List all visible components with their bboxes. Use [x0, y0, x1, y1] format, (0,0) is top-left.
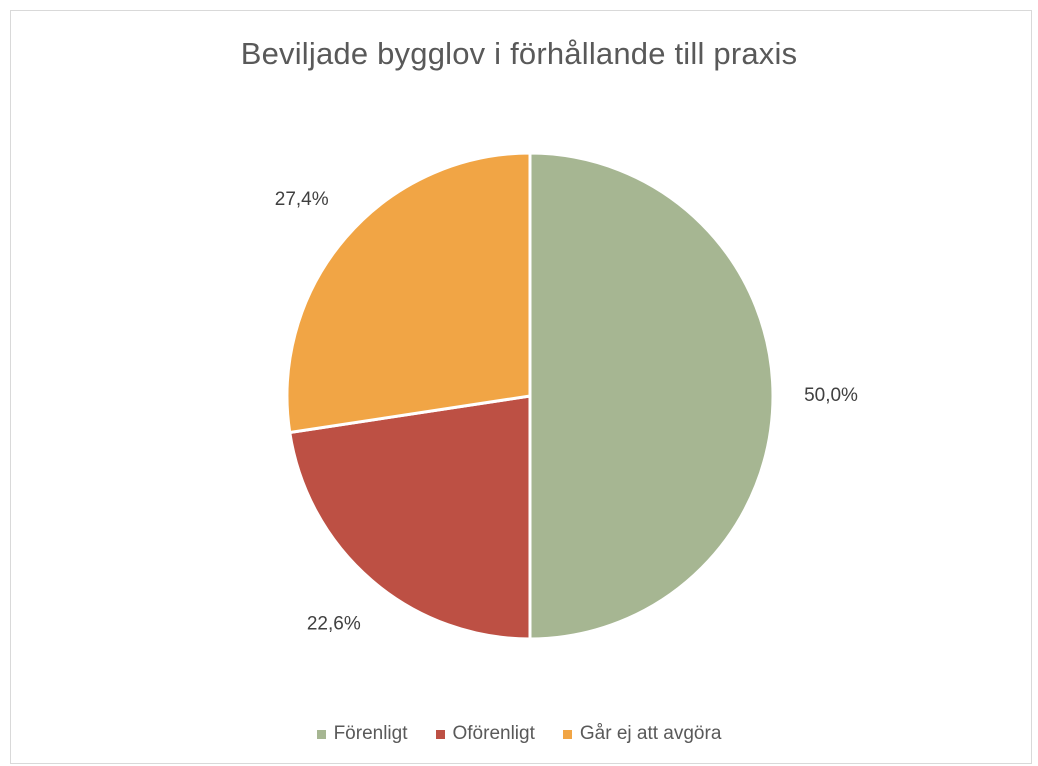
legend-label-gar-ej-att-avgora: Går ej att avgöra [579, 723, 722, 744]
pie-slice-gar-ej-att-avgora [285, 151, 532, 435]
data-label-forenligt: 50,0% [804, 385, 858, 406]
chart-title: Beviljade bygglov i förhållande till pra… [240, 36, 798, 71]
data-label-gar-ej-att-avgora: 27,4% [275, 189, 329, 210]
pie-data-labels: 50,0% 22,6% 27,4% [275, 189, 858, 634]
legend-item-oforenligt: Oförenligt [435, 723, 535, 745]
legend-item-gar-ej-att-avgora: Går ej att avgöra [562, 723, 722, 745]
pie-slices [285, 151, 775, 641]
legend: Förenligt Oförenligt Går ej att avgöra [0, 723, 1038, 745]
pie-slice-oforenligt [288, 394, 532, 641]
legend-swatch-forenligt [316, 729, 326, 739]
data-label-oforenligt: 22,6% [307, 613, 361, 634]
legend-swatch-gar-ej-att-avgora [562, 729, 572, 739]
legend-swatch-oforenligt [435, 729, 445, 739]
legend-label-forenligt: Förenligt [333, 723, 408, 744]
pie-slice-forenligt [528, 151, 775, 641]
legend-item-forenligt: Förenligt [316, 723, 408, 745]
legend-label-oforenligt: Oförenligt [452, 723, 535, 744]
